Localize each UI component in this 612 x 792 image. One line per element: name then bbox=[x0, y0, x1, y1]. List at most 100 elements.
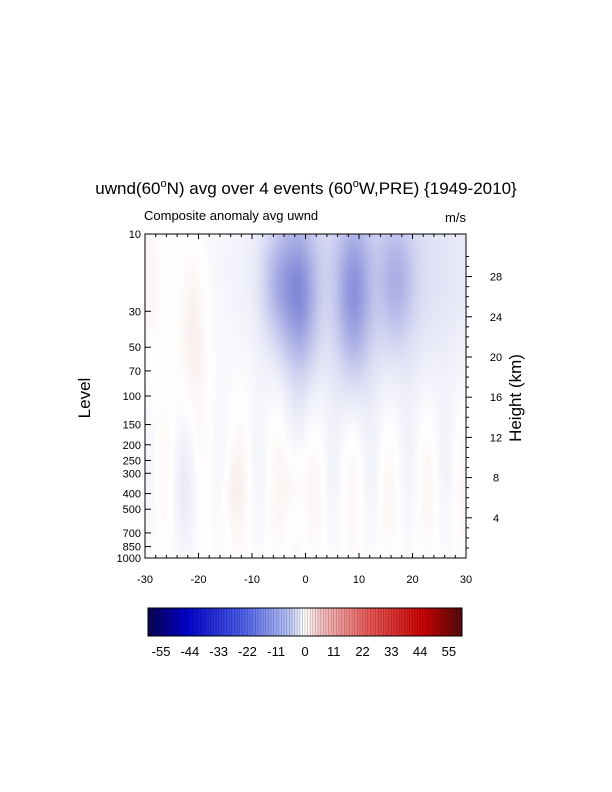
heatmap-cell bbox=[225, 343, 229, 348]
heatmap-cell bbox=[284, 294, 288, 300]
heatmap-cell bbox=[241, 444, 245, 450]
heatmap-cell bbox=[161, 521, 165, 527]
heatmap-cell bbox=[300, 412, 304, 417]
heatmap-cell bbox=[243, 278, 248, 284]
heatmap-cell bbox=[257, 396, 261, 401]
heatmap-cell bbox=[233, 468, 237, 474]
heatmap-cell bbox=[177, 286, 181, 292]
heatmap-cell bbox=[286, 448, 291, 454]
heatmap-cell bbox=[211, 505, 216, 510]
heatmap-cell bbox=[308, 444, 312, 450]
heatmap-cell bbox=[222, 327, 226, 332]
heatmap-cell bbox=[201, 489, 205, 494]
heatmap-cell bbox=[219, 468, 224, 474]
heatmap-cell bbox=[227, 541, 232, 547]
heatmap-cell bbox=[289, 501, 293, 506]
heatmap-cell bbox=[174, 274, 178, 280]
heatmap-cell bbox=[158, 274, 162, 280]
heatmap-cell bbox=[292, 359, 296, 365]
heatmap-cell bbox=[292, 517, 296, 523]
heatmap-cell bbox=[270, 460, 274, 466]
heatmap-cell bbox=[241, 290, 245, 296]
heatmap-cell bbox=[203, 452, 208, 458]
heatmap-cell bbox=[249, 533, 253, 539]
heatmap-cell bbox=[308, 391, 312, 397]
heatmap-cell bbox=[265, 468, 269, 474]
heatmap-cell bbox=[238, 525, 242, 531]
heatmap-cell bbox=[203, 436, 208, 442]
heatmap-cell bbox=[182, 375, 186, 381]
heatmap-cell bbox=[145, 440, 149, 446]
heatmap-cell bbox=[166, 270, 170, 276]
heatmap-cell bbox=[276, 387, 280, 393]
heatmap-cell bbox=[270, 553, 274, 558]
heatmap-cell bbox=[150, 452, 154, 458]
heatmap-cell bbox=[235, 517, 240, 523]
heatmap-cell bbox=[190, 391, 194, 397]
heatmap-cell bbox=[246, 302, 250, 308]
heatmap-cell bbox=[265, 351, 269, 357]
heatmap-cell bbox=[273, 250, 277, 255]
heatmap-cell bbox=[281, 262, 285, 267]
heatmap-cell bbox=[161, 351, 165, 357]
heatmap-cell bbox=[190, 254, 194, 259]
heatmap-cell bbox=[201, 553, 205, 558]
heatmap-cell bbox=[190, 456, 194, 462]
heatmap-cell bbox=[198, 359, 202, 365]
heatmap-cell bbox=[195, 234, 200, 239]
heatmap-cell bbox=[252, 310, 256, 316]
heatmap-cell bbox=[260, 331, 264, 336]
heatmap-cell bbox=[163, 468, 167, 474]
heatmap-cell bbox=[238, 513, 242, 519]
heatmap-cell bbox=[310, 359, 315, 365]
heatmap-cell bbox=[310, 343, 315, 348]
heatmap-cell bbox=[281, 485, 285, 490]
heatmap-cell bbox=[284, 298, 288, 304]
heatmap-cell bbox=[254, 537, 258, 543]
heatmap-cell bbox=[190, 525, 194, 531]
heatmap-cell bbox=[294, 501, 299, 506]
heatmap-cell bbox=[230, 363, 234, 369]
heatmap-cell bbox=[294, 416, 299, 421]
heatmap-cell bbox=[171, 529, 176, 535]
heatmap-cell bbox=[246, 367, 250, 373]
heatmap-cell bbox=[225, 493, 229, 498]
heatmap-cell bbox=[222, 391, 226, 397]
heatmap-cell bbox=[297, 306, 301, 312]
heatmap-cell bbox=[281, 404, 285, 409]
heatmap-cell bbox=[182, 387, 186, 393]
heatmap-cell bbox=[211, 302, 216, 308]
heatmap-cell bbox=[292, 468, 296, 474]
heatmap-cell bbox=[254, 493, 258, 498]
heatmap-cell bbox=[292, 387, 296, 393]
heatmap-cell bbox=[206, 436, 210, 442]
heatmap-cell bbox=[147, 327, 151, 332]
heatmap-cell bbox=[185, 533, 189, 539]
heatmap-cell bbox=[268, 391, 272, 397]
heatmap-cell bbox=[179, 310, 184, 316]
heatmap-cell bbox=[166, 485, 170, 490]
heatmap-cell bbox=[222, 513, 226, 519]
heatmap-cell bbox=[214, 460, 218, 466]
heatmap-cell bbox=[284, 529, 288, 535]
heatmap-cell bbox=[276, 553, 280, 558]
heatmap-cell bbox=[233, 262, 237, 267]
heatmap-cell bbox=[161, 254, 165, 259]
heatmap-cell bbox=[300, 513, 304, 519]
heatmap-cell bbox=[182, 286, 186, 292]
heatmap-cell bbox=[238, 432, 242, 438]
heatmap-cell bbox=[155, 408, 159, 413]
heatmap-cell bbox=[185, 509, 189, 515]
heatmap-cell bbox=[155, 553, 159, 558]
heatmap-cell bbox=[166, 481, 170, 486]
heatmap-cell bbox=[246, 315, 250, 320]
heatmap-cell bbox=[219, 278, 224, 284]
heatmap-cell bbox=[163, 266, 167, 272]
heatmap-cell bbox=[225, 481, 229, 486]
heatmap-cell bbox=[155, 460, 159, 466]
heatmap-cell bbox=[155, 533, 159, 539]
heatmap-cell bbox=[238, 545, 242, 551]
heatmap-cell bbox=[268, 254, 272, 259]
heatmap-cell bbox=[230, 302, 234, 308]
heatmap-cell bbox=[169, 456, 173, 462]
